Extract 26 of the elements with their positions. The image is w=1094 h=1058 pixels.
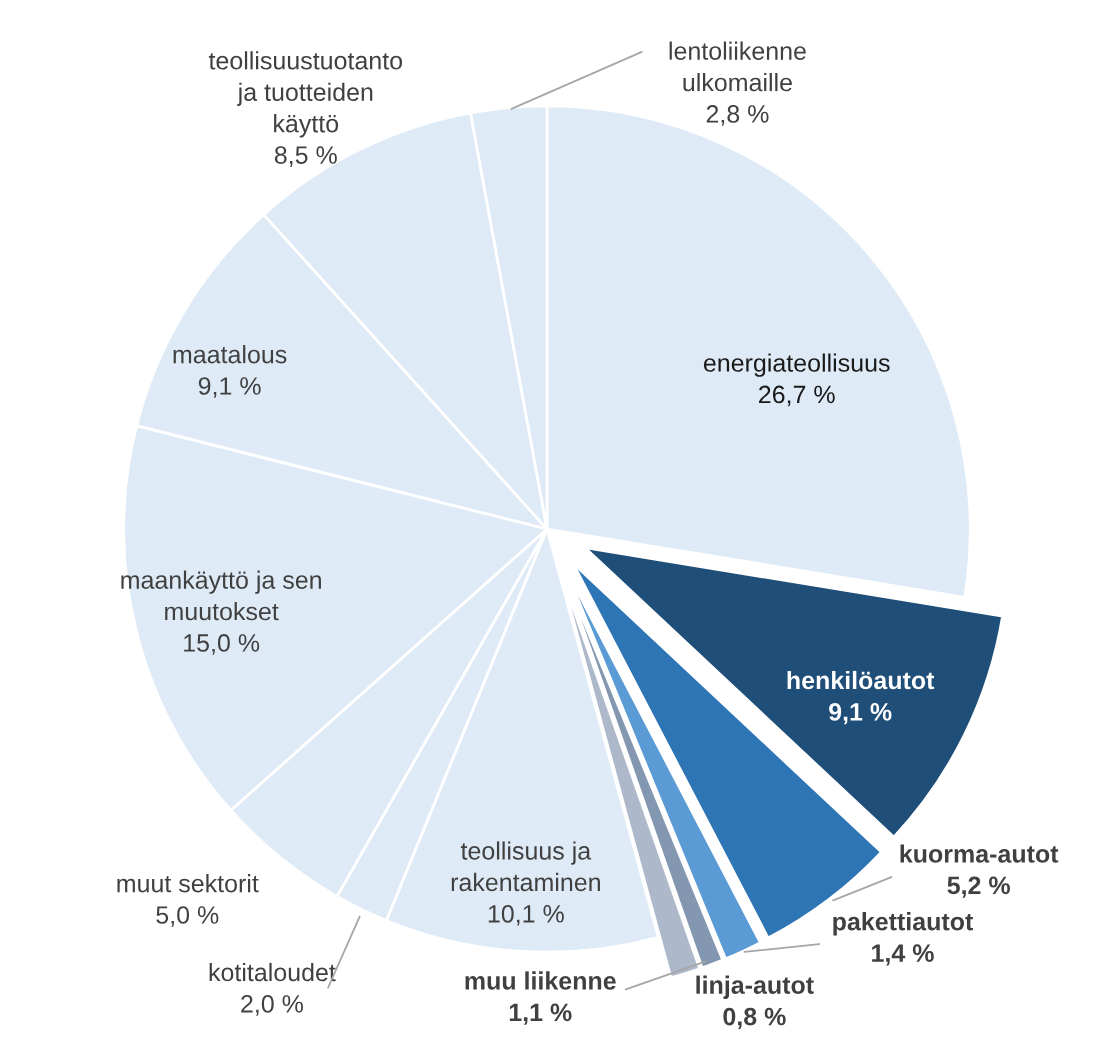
data-label: 2,0 % <box>241 995 303 1016</box>
slice-label: henkilöautot <box>787 670 935 690</box>
slice-label: linja-autot <box>696 975 814 999</box>
data-label: 8,5 % <box>274 146 337 167</box>
slice-label: kuorma-autot <box>900 844 1059 863</box>
data-label: 1,4 % <box>872 944 934 966</box>
data-label: 0,8 % <box>723 1007 786 1030</box>
data-label: 9,1 % <box>829 703 892 725</box>
data-label: 9,1 % <box>198 377 261 398</box>
data-label: 1,1 % <box>509 1003 572 1025</box>
data-label: 2,8 % <box>706 105 769 126</box>
slice-label: energiateollisuus <box>703 353 890 377</box>
slice-label: kotitaloudet <box>209 962 336 982</box>
slice-label: lentoliikenne ulkomaille <box>669 41 806 92</box>
slice-label: teollisuustuotanto ja tuotteiden käyttö <box>208 51 403 138</box>
slice-label: maatalous <box>173 345 287 364</box>
data-label: 5,0 % <box>156 906 219 927</box>
data-label: 26,7 % <box>759 385 835 407</box>
slice-label: maankäyttö ja sen muutokset <box>121 570 321 621</box>
slice-label: teollisuus ja rakentaminen <box>451 841 600 892</box>
data-label: 5,2 % <box>947 876 1010 898</box>
slice-label: muu liikenne <box>465 971 616 990</box>
data-label: 15,0 % <box>184 634 260 655</box>
slice-label: muut sektorit <box>117 874 259 893</box>
slice-label: pakettiautot <box>833 912 974 936</box>
data-label: 10,1 % <box>488 904 564 926</box>
